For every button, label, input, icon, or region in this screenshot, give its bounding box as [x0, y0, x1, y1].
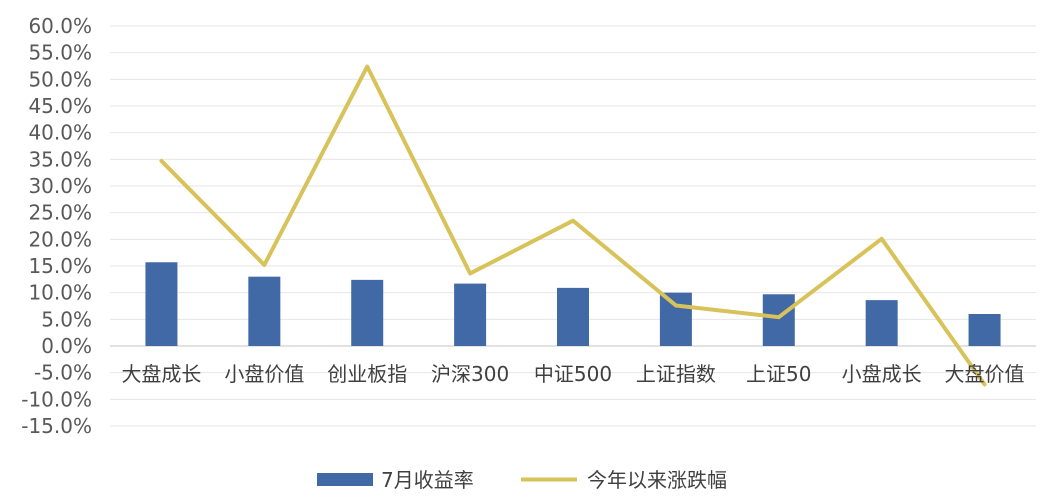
y-tick-label: 25.0%: [28, 201, 92, 225]
x-category-label: 小盘成长: [842, 362, 922, 386]
legend-label-line: 今年以来涨跌幅: [587, 468, 727, 492]
bar-小盘价值: [248, 276, 281, 346]
bar-上证50: [762, 294, 795, 346]
bar-series: [145, 262, 1001, 346]
y-tick-label: -15.0%: [21, 414, 92, 438]
line-point-创业板指: [366, 66, 368, 68]
x-category-label: 大盘成长: [121, 362, 201, 386]
y-tick-label: 30.0%: [28, 174, 92, 198]
bar-中证500: [557, 287, 589, 346]
bar-大盘价值: [968, 314, 1001, 346]
line-series: [159, 64, 987, 387]
y-axis-tick-labels: 60.0% 55.0%50.0% 45.0% 40.0%35.0% 30.0% 25.0%…: [21, 14, 92, 438]
y-tick-label: 10.0%: [28, 281, 92, 305]
x-category-label: 上证指数: [636, 362, 716, 386]
x-category-label: 上证50: [746, 362, 811, 386]
bar-大盘成长: [145, 262, 178, 346]
x-category-label: 创业板指: [327, 362, 407, 386]
legend-swatch-bar: [317, 473, 373, 486]
y-tick-label: 0.0%: [41, 334, 92, 358]
y-tick-label: -10.0%: [21, 387, 92, 411]
bar-创业板指: [351, 279, 384, 346]
x-category-label: 沪深300: [431, 362, 509, 386]
x-category-label: 中证500: [534, 362, 612, 386]
legend: 7月收益率 今年以来涨跌幅: [317, 468, 727, 492]
line-point-小盘价值: [263, 264, 265, 266]
line-point-大盘价值: [984, 383, 986, 385]
line-point-小盘成长: [881, 238, 883, 240]
bar-小盘成长: [865, 300, 898, 346]
y-tick-label: -5.0%: [34, 361, 92, 385]
line-point-沪深300: [469, 272, 471, 274]
x-category-label: 大盘价值: [945, 362, 1025, 386]
y-tick-label: 15.0%: [28, 254, 92, 278]
legend-label-bar: 7月收益率: [381, 468, 474, 492]
x-axis-category-labels: 大盘成长 小盘价值 创业板指 沪深300 中证500 上证指数 上证50 小盘成长 大盘价值: [121, 362, 1024, 386]
x-category-label: 小盘价值: [224, 362, 304, 386]
y-tick-label: 40.0%: [28, 121, 92, 145]
y-tick-label: 50.0%: [28, 67, 92, 91]
y-tick-label: 60.0%: [28, 14, 92, 38]
line-point-上证50: [778, 316, 780, 318]
line-point-大盘成长: [160, 160, 162, 162]
y-tick-label: 35.0%: [28, 147, 92, 171]
y-tick-label: 20.0%: [28, 227, 92, 251]
y-tick-label: 55.0%: [28, 41, 92, 65]
line-point-上证指数: [675, 304, 677, 306]
bar-上证指数: [659, 292, 692, 346]
bar-沪深300: [454, 283, 487, 346]
y-tick-label: 5.0%: [41, 307, 92, 331]
line-point-中证500: [572, 220, 574, 222]
y-tick-label: 45.0%: [28, 94, 92, 118]
